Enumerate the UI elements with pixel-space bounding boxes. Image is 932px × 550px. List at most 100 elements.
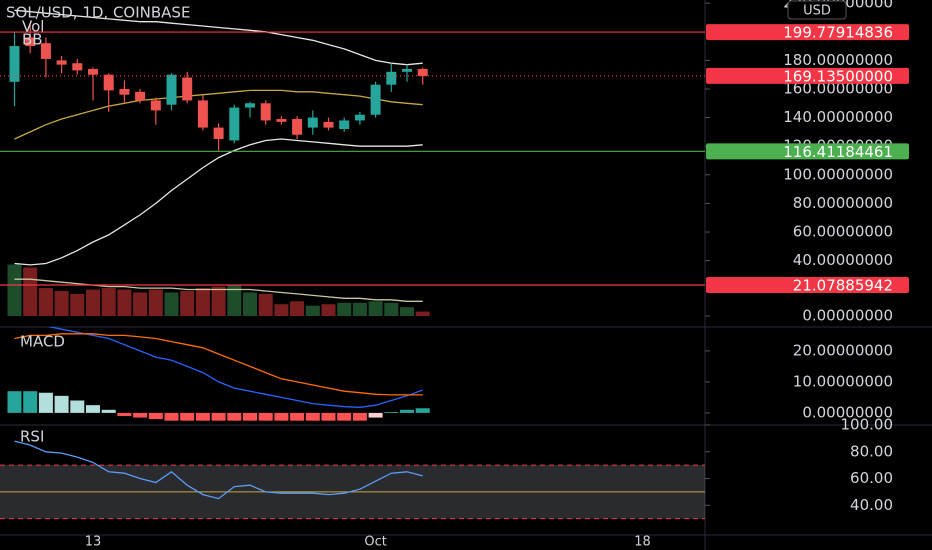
pane bbox=[0, 440, 705, 520]
y-tick-label: 180.00000000 bbox=[783, 51, 893, 69]
candle-body bbox=[56, 60, 67, 65]
volume-bar bbox=[54, 290, 69, 316]
candle-body bbox=[197, 100, 208, 128]
volume-bar bbox=[133, 292, 148, 316]
macd-histogram-bar bbox=[211, 412, 226, 421]
candle-body bbox=[245, 103, 255, 108]
candle-body bbox=[135, 91, 146, 101]
pane bbox=[9, 9, 428, 266]
rsi-title: RSI bbox=[20, 428, 44, 446]
candle-body bbox=[339, 120, 350, 130]
y-tick-label: 0.00000000 bbox=[802, 306, 893, 324]
price-line-tag bbox=[706, 67, 909, 84]
y-tick-label: 40.00000000 bbox=[793, 251, 893, 269]
volume-bar bbox=[415, 311, 430, 316]
volume-bar bbox=[38, 288, 53, 316]
macd-histogram-bar bbox=[164, 412, 179, 421]
macd-histogram-bar bbox=[7, 391, 22, 413]
currency-button[interactable] bbox=[787, 0, 847, 20]
volume-title: Vol bbox=[22, 18, 44, 36]
price-line-tag bbox=[706, 24, 909, 41]
candle-body bbox=[276, 119, 287, 122]
symbol-title: SOL/USD, 1D, COINBASE bbox=[6, 4, 190, 22]
candle-body bbox=[417, 68, 428, 77]
y-tick-label: 100.00000000 bbox=[783, 165, 893, 183]
currency-label: USD bbox=[803, 4, 831, 19]
price-line-tag bbox=[706, 143, 909, 160]
rsi-line bbox=[14, 440, 423, 500]
macd-histogram-bar bbox=[337, 412, 352, 421]
candle-body bbox=[25, 37, 36, 47]
volume-bar bbox=[86, 289, 100, 316]
macd-histogram-bar bbox=[384, 411, 399, 413]
macd-histogram-bar bbox=[86, 405, 100, 413]
volume-bar bbox=[117, 289, 132, 316]
volume-bar bbox=[321, 304, 336, 316]
y-tick-label: 80.00 bbox=[850, 442, 893, 460]
volume-ma bbox=[14, 278, 423, 302]
macd-histogram-bar bbox=[274, 412, 289, 421]
macd-histogram-bar bbox=[38, 392, 53, 413]
macd-line bbox=[14, 333, 423, 396]
y-tick-label: 10.00000000 bbox=[793, 372, 893, 390]
candle-body bbox=[386, 71, 397, 85]
candle-body bbox=[229, 107, 240, 141]
volume-bar bbox=[211, 286, 226, 316]
macd-histogram-bar bbox=[352, 412, 367, 421]
bb-lower bbox=[14, 138, 423, 266]
price-line-tag bbox=[706, 276, 909, 293]
macd-histogram-bar bbox=[101, 409, 116, 413]
macd-histogram-bar bbox=[400, 409, 414, 413]
macd-histogram-bar bbox=[23, 391, 38, 413]
bb-upper bbox=[14, 9, 423, 66]
candle-body bbox=[9, 46, 20, 82]
volume-bar bbox=[195, 288, 210, 316]
candle-body bbox=[88, 68, 98, 75]
y-tick-label: 20.00000000 bbox=[793, 341, 893, 359]
macd-histogram-bar bbox=[227, 412, 242, 421]
y-tick-label: 0.00000000 bbox=[802, 403, 893, 421]
volume-bar bbox=[384, 302, 399, 316]
volume-bar bbox=[368, 301, 383, 316]
candle-body bbox=[72, 63, 83, 71]
candle-body bbox=[40, 43, 51, 59]
bb-middle bbox=[14, 89, 423, 140]
macd-histogram-bar bbox=[117, 412, 132, 417]
x-tick-label: 18 bbox=[634, 535, 651, 550]
candle-body bbox=[150, 100, 161, 111]
volume-bar bbox=[400, 307, 414, 316]
y-tick-label: 60.00000000 bbox=[793, 223, 893, 241]
bb-title: BB bbox=[22, 31, 43, 49]
volume-bar bbox=[7, 264, 22, 316]
macd-histogram-bar bbox=[133, 412, 148, 418]
candle-body bbox=[323, 121, 334, 128]
macd-histogram-bar bbox=[290, 412, 305, 421]
macd-histogram-bar bbox=[321, 412, 336, 421]
candle-body bbox=[307, 117, 318, 128]
y-tick-label: 60.00 bbox=[850, 469, 893, 487]
candle-body bbox=[166, 74, 177, 105]
volume-bar bbox=[164, 292, 179, 316]
y-tick-label: 40.00 bbox=[850, 496, 893, 514]
price-line-label: 199.77914836 bbox=[783, 24, 893, 42]
candle-body bbox=[213, 127, 224, 140]
price-line-label: 21.07885942 bbox=[793, 276, 893, 294]
volume-bar bbox=[243, 292, 257, 316]
volume-bar bbox=[180, 290, 195, 316]
macd-histogram-bar bbox=[70, 400, 85, 413]
macd-histogram-bar bbox=[195, 412, 210, 421]
macd-histogram-bar bbox=[415, 408, 430, 413]
macd-histogram-bar bbox=[258, 412, 273, 421]
candle-body bbox=[119, 88, 130, 95]
volume-bar bbox=[337, 302, 352, 316]
macd-histogram-bar bbox=[305, 412, 320, 421]
candle-body bbox=[292, 119, 303, 135]
volume-bar bbox=[258, 293, 273, 316]
macd-histogram-bar bbox=[148, 412, 163, 420]
volume-bar bbox=[148, 289, 163, 316]
x-tick-label: 13 bbox=[85, 535, 102, 550]
candle-body bbox=[260, 103, 271, 121]
candle-body bbox=[402, 68, 412, 72]
plot: 220.00000000180.00000000160.00000000140.… bbox=[0, 0, 909, 550]
